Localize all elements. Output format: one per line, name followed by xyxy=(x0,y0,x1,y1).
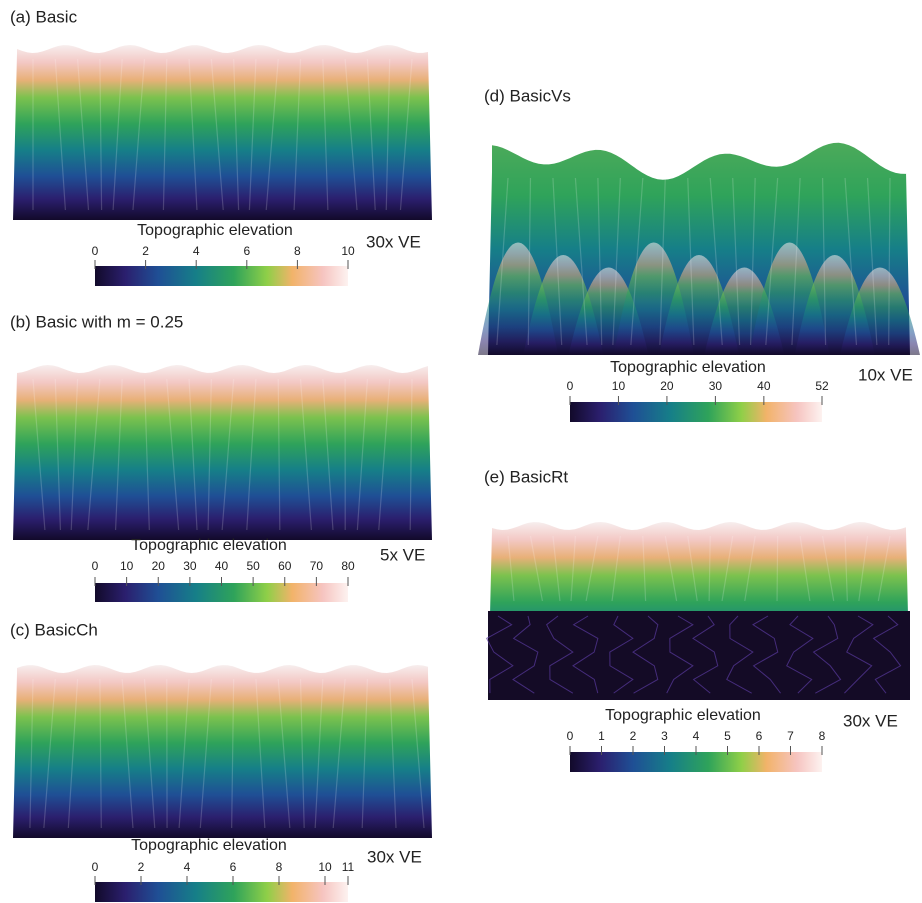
colorbar-tick-label: 10 xyxy=(341,244,355,258)
colorbar-tick-label: 4 xyxy=(184,860,191,874)
colorbar-tick-label: 6 xyxy=(756,729,763,743)
colorbar-tick-label: 40 xyxy=(215,559,229,573)
colorbar-tick-label: 52 xyxy=(815,379,829,393)
vertical-exaggeration: 10x VE xyxy=(858,365,913,384)
colorbar-tick-label: 10 xyxy=(120,559,134,573)
colorbar-tick-label: 6 xyxy=(230,860,237,874)
panel: (b) Basic with m = 0.25 Topographic eleva… xyxy=(10,312,432,602)
panel-label: (b) Basic with m = 0.25 xyxy=(10,312,183,331)
panel-label: (d) BasicVs xyxy=(484,86,571,105)
colorbar-title: Topographic elevation xyxy=(605,707,761,724)
colorbar-tick-label: 10 xyxy=(318,860,332,874)
vertical-exaggeration: 30x VE xyxy=(366,232,421,251)
colorbar-tick-label: 3 xyxy=(661,729,668,743)
vertical-exaggeration: 30x VE xyxy=(367,847,422,866)
colorbar-tick-label: 2 xyxy=(142,244,149,258)
colorbar-title: Topographic elevation xyxy=(131,837,287,854)
figure: (a) BasicTopographic elevation024681030x… xyxy=(0,0,922,903)
terrain-surface xyxy=(13,665,432,838)
colorbar-tick-label: 4 xyxy=(193,244,200,258)
colorbar-tick-label: 0 xyxy=(92,860,99,874)
colorbar-tick-label: 30 xyxy=(183,559,197,573)
terrain-surface xyxy=(13,365,432,540)
colorbar-tick-label: 2 xyxy=(138,860,145,874)
colorbar-tick-label: 8 xyxy=(276,860,283,874)
colorbar-title: Topographic elevation xyxy=(610,359,766,376)
colorbar-tick-label: 30 xyxy=(709,379,723,393)
colorbar-tick-label: 5 xyxy=(724,729,731,743)
colorbar-title: Topographic elevation xyxy=(131,537,287,554)
panel: (a) Basic Topographic elevation 0 2 4 6 8 10 30x… xyxy=(10,7,432,286)
colorbar-tick-label: 0 xyxy=(92,559,99,573)
colorbar-tick-label: 20 xyxy=(152,559,166,573)
colorbar xyxy=(570,402,822,422)
panel: (d) BasicVs Topographic elevation 0 10 20 30 4… xyxy=(478,86,920,422)
colorbar-tick-label: 10 xyxy=(612,379,626,393)
colorbar-tick-label: 7 xyxy=(787,729,794,743)
colorbar-tick-label: 0 xyxy=(92,244,99,258)
colorbar xyxy=(95,882,348,902)
panel-label: (c) BasicCh xyxy=(10,620,98,639)
colorbar-tick-label: 2 xyxy=(630,729,637,743)
colorbar-tick-label: 4 xyxy=(693,729,700,743)
panel-label: (e) BasicRt xyxy=(484,467,568,486)
colorbar-tick-label: 0 xyxy=(567,379,574,393)
colorbar-tick-label: 11 xyxy=(342,860,355,874)
terrain-ridge xyxy=(777,536,778,601)
colorbar-tick-label: 50 xyxy=(246,559,260,573)
colorbar-tick-label: 8 xyxy=(294,244,301,258)
colorbar-title: Topographic elevation xyxy=(137,222,293,239)
colorbar-tick-label: 8 xyxy=(819,729,826,743)
vertical-exaggeration: 30x VE xyxy=(843,711,898,730)
colorbar-tick-label: 60 xyxy=(278,559,292,573)
colorbar-tick-label: 80 xyxy=(341,559,355,573)
terrain-floor xyxy=(488,611,910,700)
colorbar-tick-label: 0 xyxy=(567,729,574,743)
vertical-exaggeration: 5x VE xyxy=(380,545,425,564)
panel: (e) BasicRt Topographic elevation 0 1 2 3 4 5 6 7… xyxy=(484,467,910,772)
panel-label: (a) Basic xyxy=(10,7,78,26)
colorbar-tick-label: 6 xyxy=(243,244,250,258)
colorbar-tick-label: 1 xyxy=(598,729,605,743)
colorbar-tick-label: 20 xyxy=(660,379,674,393)
panel: (c) BasicCh Topographic elevation 0 2 4 6 8 10 1… xyxy=(10,620,432,902)
colorbar-tick-label: 40 xyxy=(757,379,771,393)
colorbar xyxy=(95,266,348,286)
colorbar-tick-label: 70 xyxy=(310,559,324,573)
